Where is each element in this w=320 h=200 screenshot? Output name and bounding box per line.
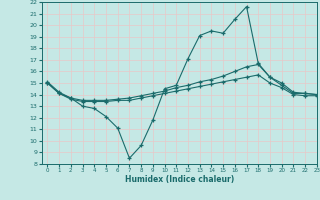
- X-axis label: Humidex (Indice chaleur): Humidex (Indice chaleur): [124, 175, 234, 184]
